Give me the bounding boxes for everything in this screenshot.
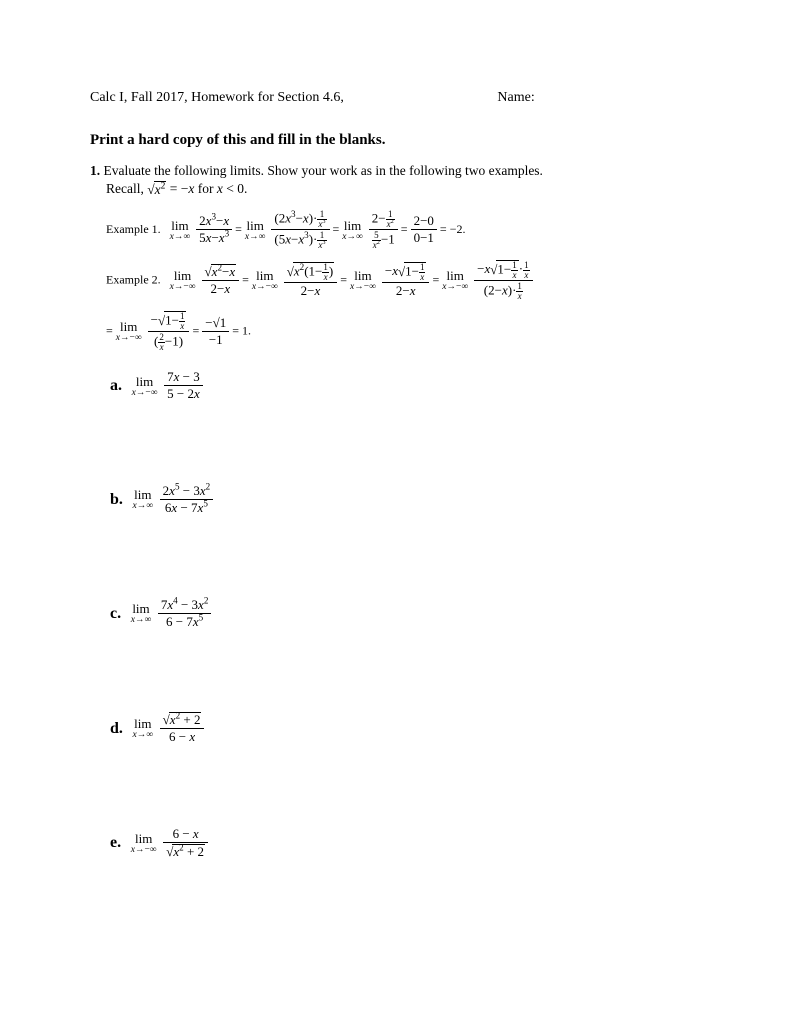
- ex2-frac2: x2(1−1x) 2−x: [284, 262, 337, 299]
- lim-icon: limx→∞: [133, 717, 154, 741]
- recall-tail: = −x for x < 0.: [170, 181, 248, 196]
- problem-b-frac: 2x5 − 3x2 6x − 7x5: [160, 484, 214, 516]
- lim-icon: limx→−∞: [170, 269, 196, 293]
- example-2-label: Example 2.: [106, 273, 161, 287]
- course-title: Calc I, Fall 2017, Homework for Section …: [90, 90, 344, 106]
- question-text: Evaluate the following limits. Show your…: [104, 163, 543, 178]
- ex2-frac5: −1−1x (2x−1): [148, 311, 190, 352]
- problem-d-frac: x2 + 2 6 − x: [160, 712, 205, 745]
- lim-icon: limx→∞: [342, 219, 363, 243]
- problem-e-label: e.: [110, 834, 121, 852]
- problem-c-frac: 7x4 − 3x2 6 − 7x5: [158, 598, 212, 630]
- problem-d: d. limx→∞ x2 + 2 6 − x: [110, 712, 701, 745]
- problem-a-frac: 7x − 3 5 − 2x: [164, 370, 203, 402]
- ex2-frac4: −x1−1x·1x (2−x)·1x: [474, 260, 532, 301]
- lim-icon: limx→−∞: [131, 832, 157, 856]
- problem-b-label: b.: [110, 491, 123, 509]
- problem-b: b. limx→∞ 2x5 − 3x2 6x − 7x5: [110, 484, 701, 516]
- instruction-heading: Print a hard copy of this and fill in th…: [90, 132, 701, 149]
- lim-icon: limx→∞: [131, 602, 152, 626]
- ex1-frac3: 2−1x2 5x2−1: [369, 210, 398, 250]
- problem-a: a. limx→−∞ 7x − 3 5 − 2x: [110, 370, 701, 402]
- example-2: Example 2. limx→−∞ x2−x 2−x = limx→−∞ x2…: [106, 260, 701, 301]
- recall-line: Recall, x2 = −x for x < 0.: [106, 181, 701, 198]
- problem-e: e. limx→−∞ 6 − x x2 + 2: [110, 827, 701, 860]
- lim-icon: limx→−∞: [132, 375, 158, 399]
- question-number: 1.: [90, 163, 100, 178]
- problem-c-label: c.: [110, 605, 121, 623]
- ex1-frac4: 2−00−1: [411, 214, 437, 246]
- lim-icon: limx→−∞: [350, 269, 376, 293]
- recall-sqrt: x2: [147, 181, 166, 198]
- ex2-frac3: −x1−1x 2−x: [382, 262, 430, 299]
- problem-e-frac: 6 − x x2 + 2: [163, 827, 208, 860]
- example-1: Example 1. limx→∞ 2x3−x5x−x3 = limx→∞ (2…: [106, 210, 701, 250]
- problem-a-label: a.: [110, 377, 122, 395]
- ex1-frac2: (2x3−x)·1x3 (5x−x3)·1x3: [271, 210, 329, 250]
- ex1-frac1: 2x3−x5x−x3: [196, 214, 232, 246]
- example-2-cont: = limx→−∞ −1−1x (2x−1) = −√1−1 = 1.: [106, 311, 701, 352]
- recall-prefix: Recall,: [106, 181, 147, 196]
- lim-icon: limx→−∞: [442, 269, 468, 293]
- header-line: Calc I, Fall 2017, Homework for Section …: [90, 90, 701, 106]
- lim-icon: limx→∞: [133, 488, 154, 512]
- ex2-frac6: −√1−1: [202, 316, 229, 348]
- example-1-label: Example 1.: [106, 222, 161, 236]
- lim-icon: limx→∞: [245, 219, 266, 243]
- lim-icon: limx→−∞: [116, 320, 142, 344]
- problem-c: c. limx→∞ 7x4 − 3x2 6 − 7x5: [110, 598, 701, 630]
- problem-d-label: d.: [110, 720, 123, 738]
- question-intro: 1. Evaluate the following limits. Show y…: [90, 163, 701, 179]
- page-root: Calc I, Fall 2017, Homework for Section …: [0, 0, 791, 920]
- ex2-frac1: x2−x 2−x: [202, 264, 240, 297]
- name-label: Name:: [497, 90, 534, 106]
- lim-icon: limx→−∞: [252, 269, 278, 293]
- lim-icon: limx→∞: [170, 219, 191, 243]
